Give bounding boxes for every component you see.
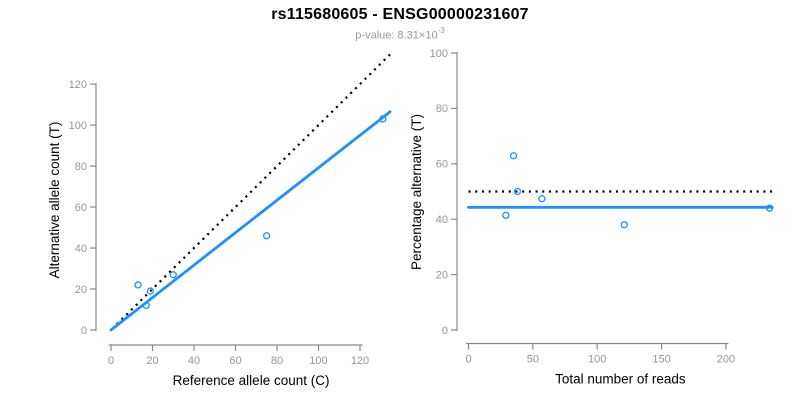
y-tick-label: 20 [436, 269, 448, 281]
y-tick-label: 100 [430, 48, 448, 60]
y-tick-label: 40 [436, 214, 448, 226]
p-value-text: p-value: 8.31×10 [355, 29, 438, 42]
data-point [169, 271, 177, 279]
x-axis-title: Total number of reads [555, 372, 686, 387]
y-tick-label: 100 [69, 120, 87, 132]
left-plot: 0 20 40 60 80 100 120 0 20 40 60 80 100 120 Reference … [47, 52, 392, 388]
y-axis-title: Percentage alternative (T) [409, 114, 424, 270]
data-point [509, 152, 518, 160]
x-tick-label: 100 [588, 354, 606, 366]
data-point [538, 195, 546, 203]
p-value-exponent: -3 [437, 26, 445, 35]
x-tick-label: 40 [188, 355, 200, 367]
data-point [134, 281, 142, 289]
y-tick-label: 80 [436, 103, 448, 115]
right-plot: 0 20 40 60 80 100 0 50 100 150 200 Total number of … [409, 48, 774, 387]
y-tick-label: 60 [436, 159, 448, 171]
x-axis-title: Reference allele count (C) [173, 373, 330, 388]
y-tick-label: 40 [75, 243, 87, 255]
y-tick-label: 60 [75, 202, 87, 214]
y-tick-label: 20 [75, 284, 87, 296]
x-tick-label: 50 [527, 354, 539, 366]
data-point [379, 115, 387, 123]
fit-line [109, 110, 392, 332]
y-tick-label: 0 [81, 325, 87, 337]
figure-title: rs115680605 - ENSG00000231607 [271, 6, 529, 23]
figure-subtitle: p-value: 8.31×10-3 [0, 26, 800, 42]
x-tick-label: 80 [271, 355, 283, 367]
y-axis-title: Alternative allele count (T) [47, 122, 62, 279]
y-tick-label: 80 [75, 161, 87, 173]
data-point [620, 221, 628, 229]
y-tick-label: 120 [69, 79, 87, 91]
x-tick-label: 120 [351, 355, 369, 367]
x-tick-label: 0 [465, 354, 471, 366]
x-tick-label: 20 [146, 355, 158, 367]
x-tick-label: 0 [108, 355, 114, 367]
x-tick-label: 100 [309, 355, 327, 367]
data-point [146, 287, 155, 295]
x-tick-label: 60 [229, 355, 241, 367]
data-point [513, 187, 522, 196]
data-point [766, 204, 774, 212]
data-point [262, 232, 271, 240]
data-point [142, 301, 150, 310]
y-tick-label: 0 [442, 325, 448, 337]
identity-line [111, 52, 392, 330]
x-tick-label: 150 [652, 354, 670, 366]
data-point [502, 211, 510, 219]
x-tick-label: 200 [717, 354, 735, 366]
